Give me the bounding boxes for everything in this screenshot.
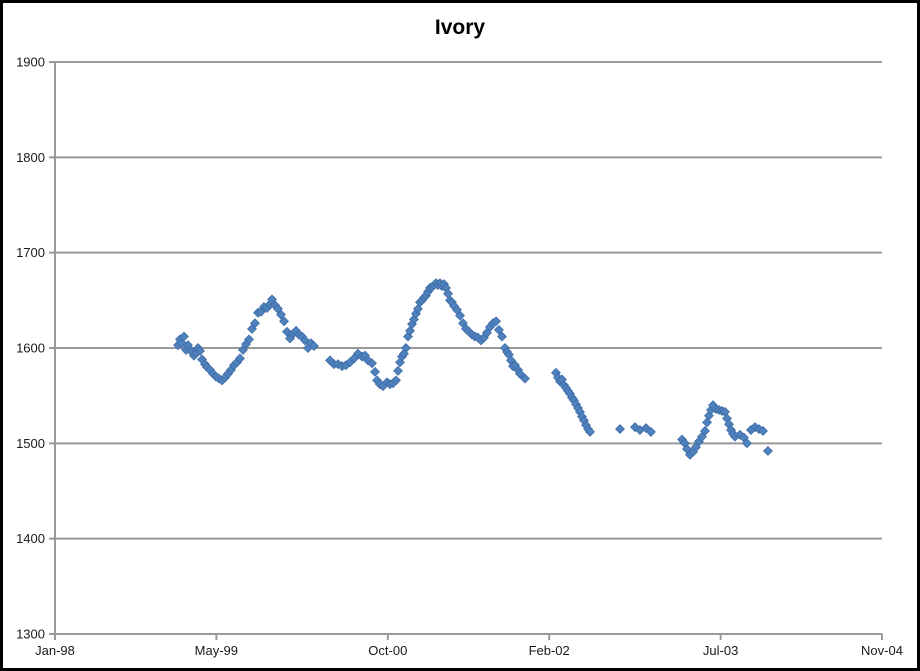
x-axis-tick-label: May-99 bbox=[195, 643, 238, 658]
data-point-marker bbox=[370, 366, 380, 377]
data-point-marker bbox=[514, 368, 525, 379]
data-point-marker bbox=[279, 316, 290, 327]
y-axis-tick-label: 1900 bbox=[16, 55, 45, 70]
data-point-marker bbox=[401, 343, 411, 353]
data-point-marker bbox=[741, 438, 752, 449]
data-point-marker bbox=[276, 309, 286, 320]
data-point-marker bbox=[520, 373, 530, 384]
data-point-marker bbox=[309, 341, 319, 352]
data-point-marker bbox=[645, 426, 656, 437]
y-axis-tick-label: 1500 bbox=[16, 436, 45, 451]
x-axis-tick-label: Jan-98 bbox=[35, 643, 75, 658]
data-point-marker bbox=[179, 331, 189, 342]
data-point-marker bbox=[493, 324, 504, 335]
data-point-marker bbox=[367, 358, 377, 369]
x-axis-tick-label: Jul-03 bbox=[703, 643, 738, 658]
data-point-marker bbox=[244, 334, 255, 345]
data-point-marker bbox=[762, 445, 773, 456]
y-axis-tick-label: 1400 bbox=[16, 531, 45, 546]
data-point-marker bbox=[235, 353, 245, 364]
y-axis-tick-label: 1300 bbox=[16, 627, 45, 642]
x-axis-tick-label: Feb-02 bbox=[529, 643, 570, 658]
data-point-marker bbox=[700, 425, 710, 436]
y-axis-tick-label: 1700 bbox=[16, 245, 45, 260]
data-point-marker bbox=[195, 345, 205, 356]
data-point-marker bbox=[391, 375, 401, 386]
data-point-marker bbox=[615, 424, 625, 434]
data-point-marker bbox=[491, 316, 501, 327]
y-axis-tick-label: 1600 bbox=[16, 341, 45, 356]
data-point-marker bbox=[702, 417, 712, 428]
data-point-marker bbox=[250, 318, 260, 329]
data-point-marker bbox=[398, 348, 409, 359]
data-point-marker bbox=[403, 331, 413, 342]
x-axis-tick-label: Oct-00 bbox=[368, 643, 407, 658]
data-point-marker bbox=[585, 426, 595, 437]
data-point-marker bbox=[393, 365, 403, 376]
data-point-marker bbox=[455, 310, 465, 321]
data-point-marker bbox=[497, 331, 507, 342]
y-axis-tick-label: 1800 bbox=[16, 150, 45, 165]
x-axis-tick-label: Nov-04 bbox=[861, 643, 903, 658]
data-point-marker bbox=[405, 325, 415, 336]
data-point-marker bbox=[758, 425, 768, 436]
chart-title: Ivory bbox=[434, 16, 486, 39]
